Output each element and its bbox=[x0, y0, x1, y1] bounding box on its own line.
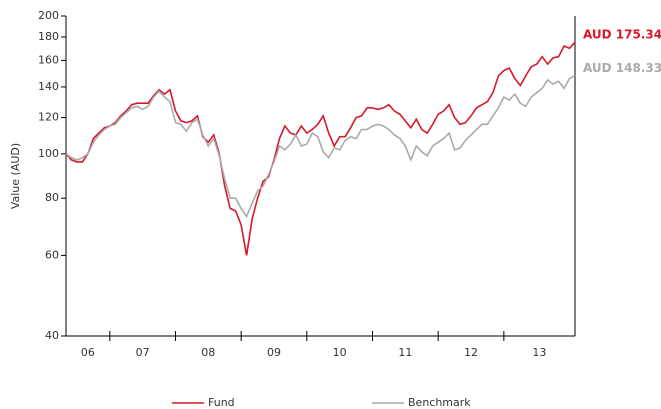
y-tick-label: 160 bbox=[38, 53, 59, 66]
y-axis-label: Value (AUD) bbox=[9, 143, 22, 209]
series-line bbox=[65, 41, 576, 256]
end-label: AUD 175.34 bbox=[583, 28, 661, 42]
x-tick-label: 11 bbox=[398, 346, 412, 359]
x-tick-label: 09 bbox=[267, 346, 281, 359]
legend-label: Fund bbox=[208, 396, 235, 409]
x-tick-label: 06 bbox=[81, 346, 95, 359]
y-tick-label: 60 bbox=[45, 248, 59, 261]
y-tick-label: 40 bbox=[45, 329, 59, 342]
y-tick-label: 100 bbox=[38, 147, 59, 160]
x-tick-label: 12 bbox=[464, 346, 478, 359]
x-tick-label: 10 bbox=[333, 346, 347, 359]
series-line bbox=[65, 74, 576, 219]
x-tick-label: 07 bbox=[136, 346, 150, 359]
end-label: AUD 148.33 bbox=[583, 61, 661, 75]
x-tick-label: 13 bbox=[532, 346, 546, 359]
legend-label: Benchmark bbox=[408, 396, 471, 409]
y-tick-label: 200 bbox=[38, 9, 59, 22]
y-tick-label: 180 bbox=[38, 30, 59, 43]
y-tick-label: 80 bbox=[45, 191, 59, 204]
y-tick-label: 120 bbox=[38, 111, 59, 124]
x-tick-label: 08 bbox=[201, 346, 215, 359]
y-tick-label: 140 bbox=[38, 80, 59, 93]
